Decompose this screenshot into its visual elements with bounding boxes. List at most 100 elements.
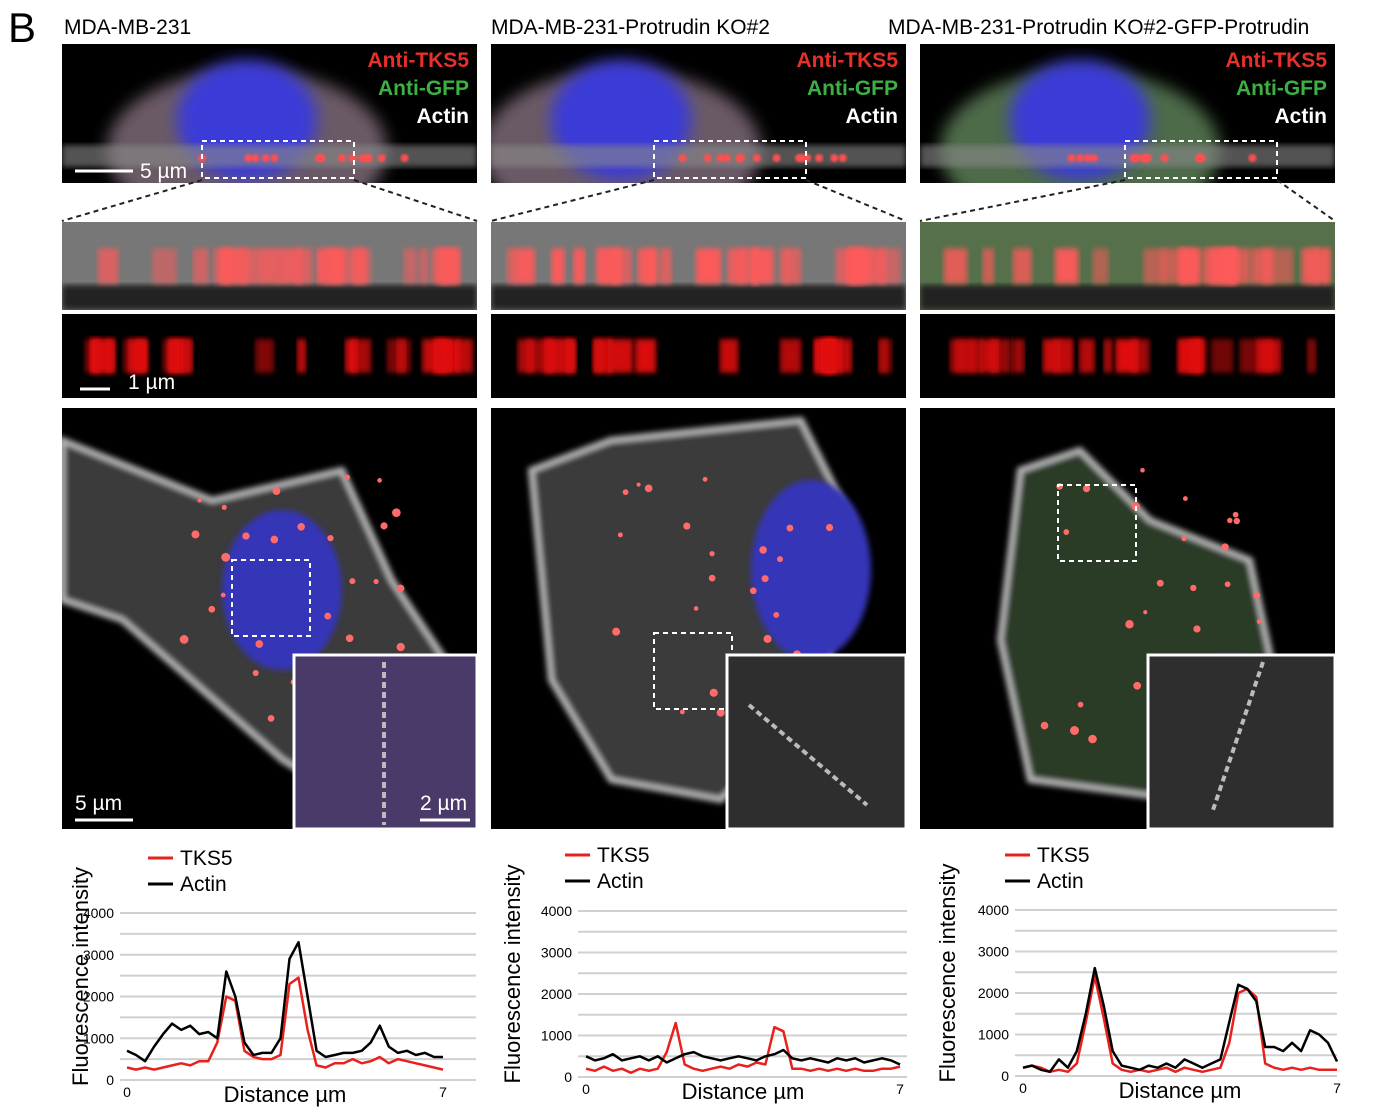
channel-label: Actin <box>1275 105 1328 128</box>
spot <box>1070 726 1079 735</box>
spot <box>750 587 757 594</box>
spot <box>272 487 280 495</box>
spot <box>242 532 249 539</box>
spot <box>256 248 280 283</box>
spot <box>594 339 603 373</box>
spot <box>736 154 744 162</box>
spot <box>253 670 259 676</box>
spot <box>1257 619 1262 624</box>
spot <box>777 556 783 562</box>
legend-label: Actin <box>180 873 227 896</box>
spot <box>1248 154 1256 162</box>
spot <box>455 339 473 373</box>
spot <box>1088 735 1097 744</box>
spot <box>518 339 534 373</box>
spot <box>703 477 708 482</box>
spot <box>573 248 585 283</box>
spot <box>704 154 712 162</box>
y-tick-label: 0 <box>106 1072 114 1088</box>
spot <box>1140 468 1145 473</box>
zoom-line <box>1277 180 1335 221</box>
spot <box>270 536 278 544</box>
spot <box>193 248 209 283</box>
zoom-line <box>62 180 202 221</box>
spot <box>1104 339 1113 373</box>
spot <box>1225 581 1231 587</box>
legend-label: Actin <box>597 870 644 893</box>
spot <box>773 612 779 618</box>
spot <box>1139 154 1147 162</box>
spot <box>346 634 354 642</box>
channel-label: Anti-GFP <box>378 77 469 100</box>
spot <box>419 248 428 283</box>
spot <box>679 154 687 162</box>
zoom-red <box>62 314 477 398</box>
spot <box>317 154 325 162</box>
spot <box>1076 154 1084 162</box>
spot <box>645 485 653 493</box>
inset <box>727 655 906 829</box>
substrate <box>62 145 477 167</box>
spot <box>433 339 452 373</box>
spot <box>841 339 852 373</box>
spot <box>221 553 230 562</box>
y-tick-label: 3000 <box>978 944 1009 960</box>
spot <box>826 524 833 531</box>
y-tick-label: 4000 <box>541 903 572 919</box>
spot <box>803 154 811 162</box>
spot <box>635 339 656 373</box>
spot <box>830 154 838 162</box>
spot <box>1063 529 1069 535</box>
column-title: MDA-MB-231 <box>64 16 191 39</box>
spot <box>222 505 227 510</box>
x-tick-label: 7 <box>439 1084 447 1100</box>
spot <box>1013 248 1032 283</box>
spot <box>128 339 148 373</box>
spot <box>262 154 270 162</box>
spot <box>944 248 968 283</box>
channel-label: Anti-TKS5 <box>368 49 470 72</box>
series-line <box>1023 976 1337 1071</box>
y-tick-label: 0 <box>564 1069 572 1085</box>
spot <box>242 248 256 283</box>
y-axis-label: Fluorescence intensity <box>935 864 960 1083</box>
spot <box>98 248 118 283</box>
spot <box>152 248 176 283</box>
spot <box>392 508 401 517</box>
spot <box>1125 620 1133 628</box>
channel-label: Actin <box>417 105 470 128</box>
spot <box>1055 248 1078 283</box>
spot <box>1301 248 1319 283</box>
channel-label: Anti-TKS5 <box>797 49 899 72</box>
spot <box>1253 592 1260 599</box>
spot <box>1161 154 1169 162</box>
spot <box>753 154 761 162</box>
legend-label: TKS5 <box>597 844 650 867</box>
spot <box>1157 580 1164 587</box>
spot <box>296 248 313 283</box>
spot <box>1078 702 1084 708</box>
spot <box>327 535 333 541</box>
spot <box>1200 248 1218 283</box>
spot <box>353 248 366 283</box>
spot <box>787 525 794 532</box>
spot <box>821 339 842 373</box>
zoom-line <box>806 180 906 221</box>
spot <box>1227 518 1232 523</box>
spot <box>397 643 405 651</box>
spot <box>324 613 331 620</box>
spot <box>244 154 252 162</box>
spot <box>608 339 633 373</box>
xz-view: Anti-TKS5Anti-GFPActin <box>920 44 1335 230</box>
spot <box>551 248 565 283</box>
channel-label: Actin <box>846 105 899 128</box>
spot <box>623 489 629 495</box>
scale-label: 5 µm <box>75 792 122 815</box>
y-tick-label: 3000 <box>541 945 572 961</box>
spot <box>297 523 305 531</box>
shade <box>62 285 477 310</box>
spot <box>1193 625 1200 632</box>
shade <box>920 285 1335 310</box>
spot <box>208 606 215 613</box>
y-tick-label: 2000 <box>978 985 1009 1001</box>
